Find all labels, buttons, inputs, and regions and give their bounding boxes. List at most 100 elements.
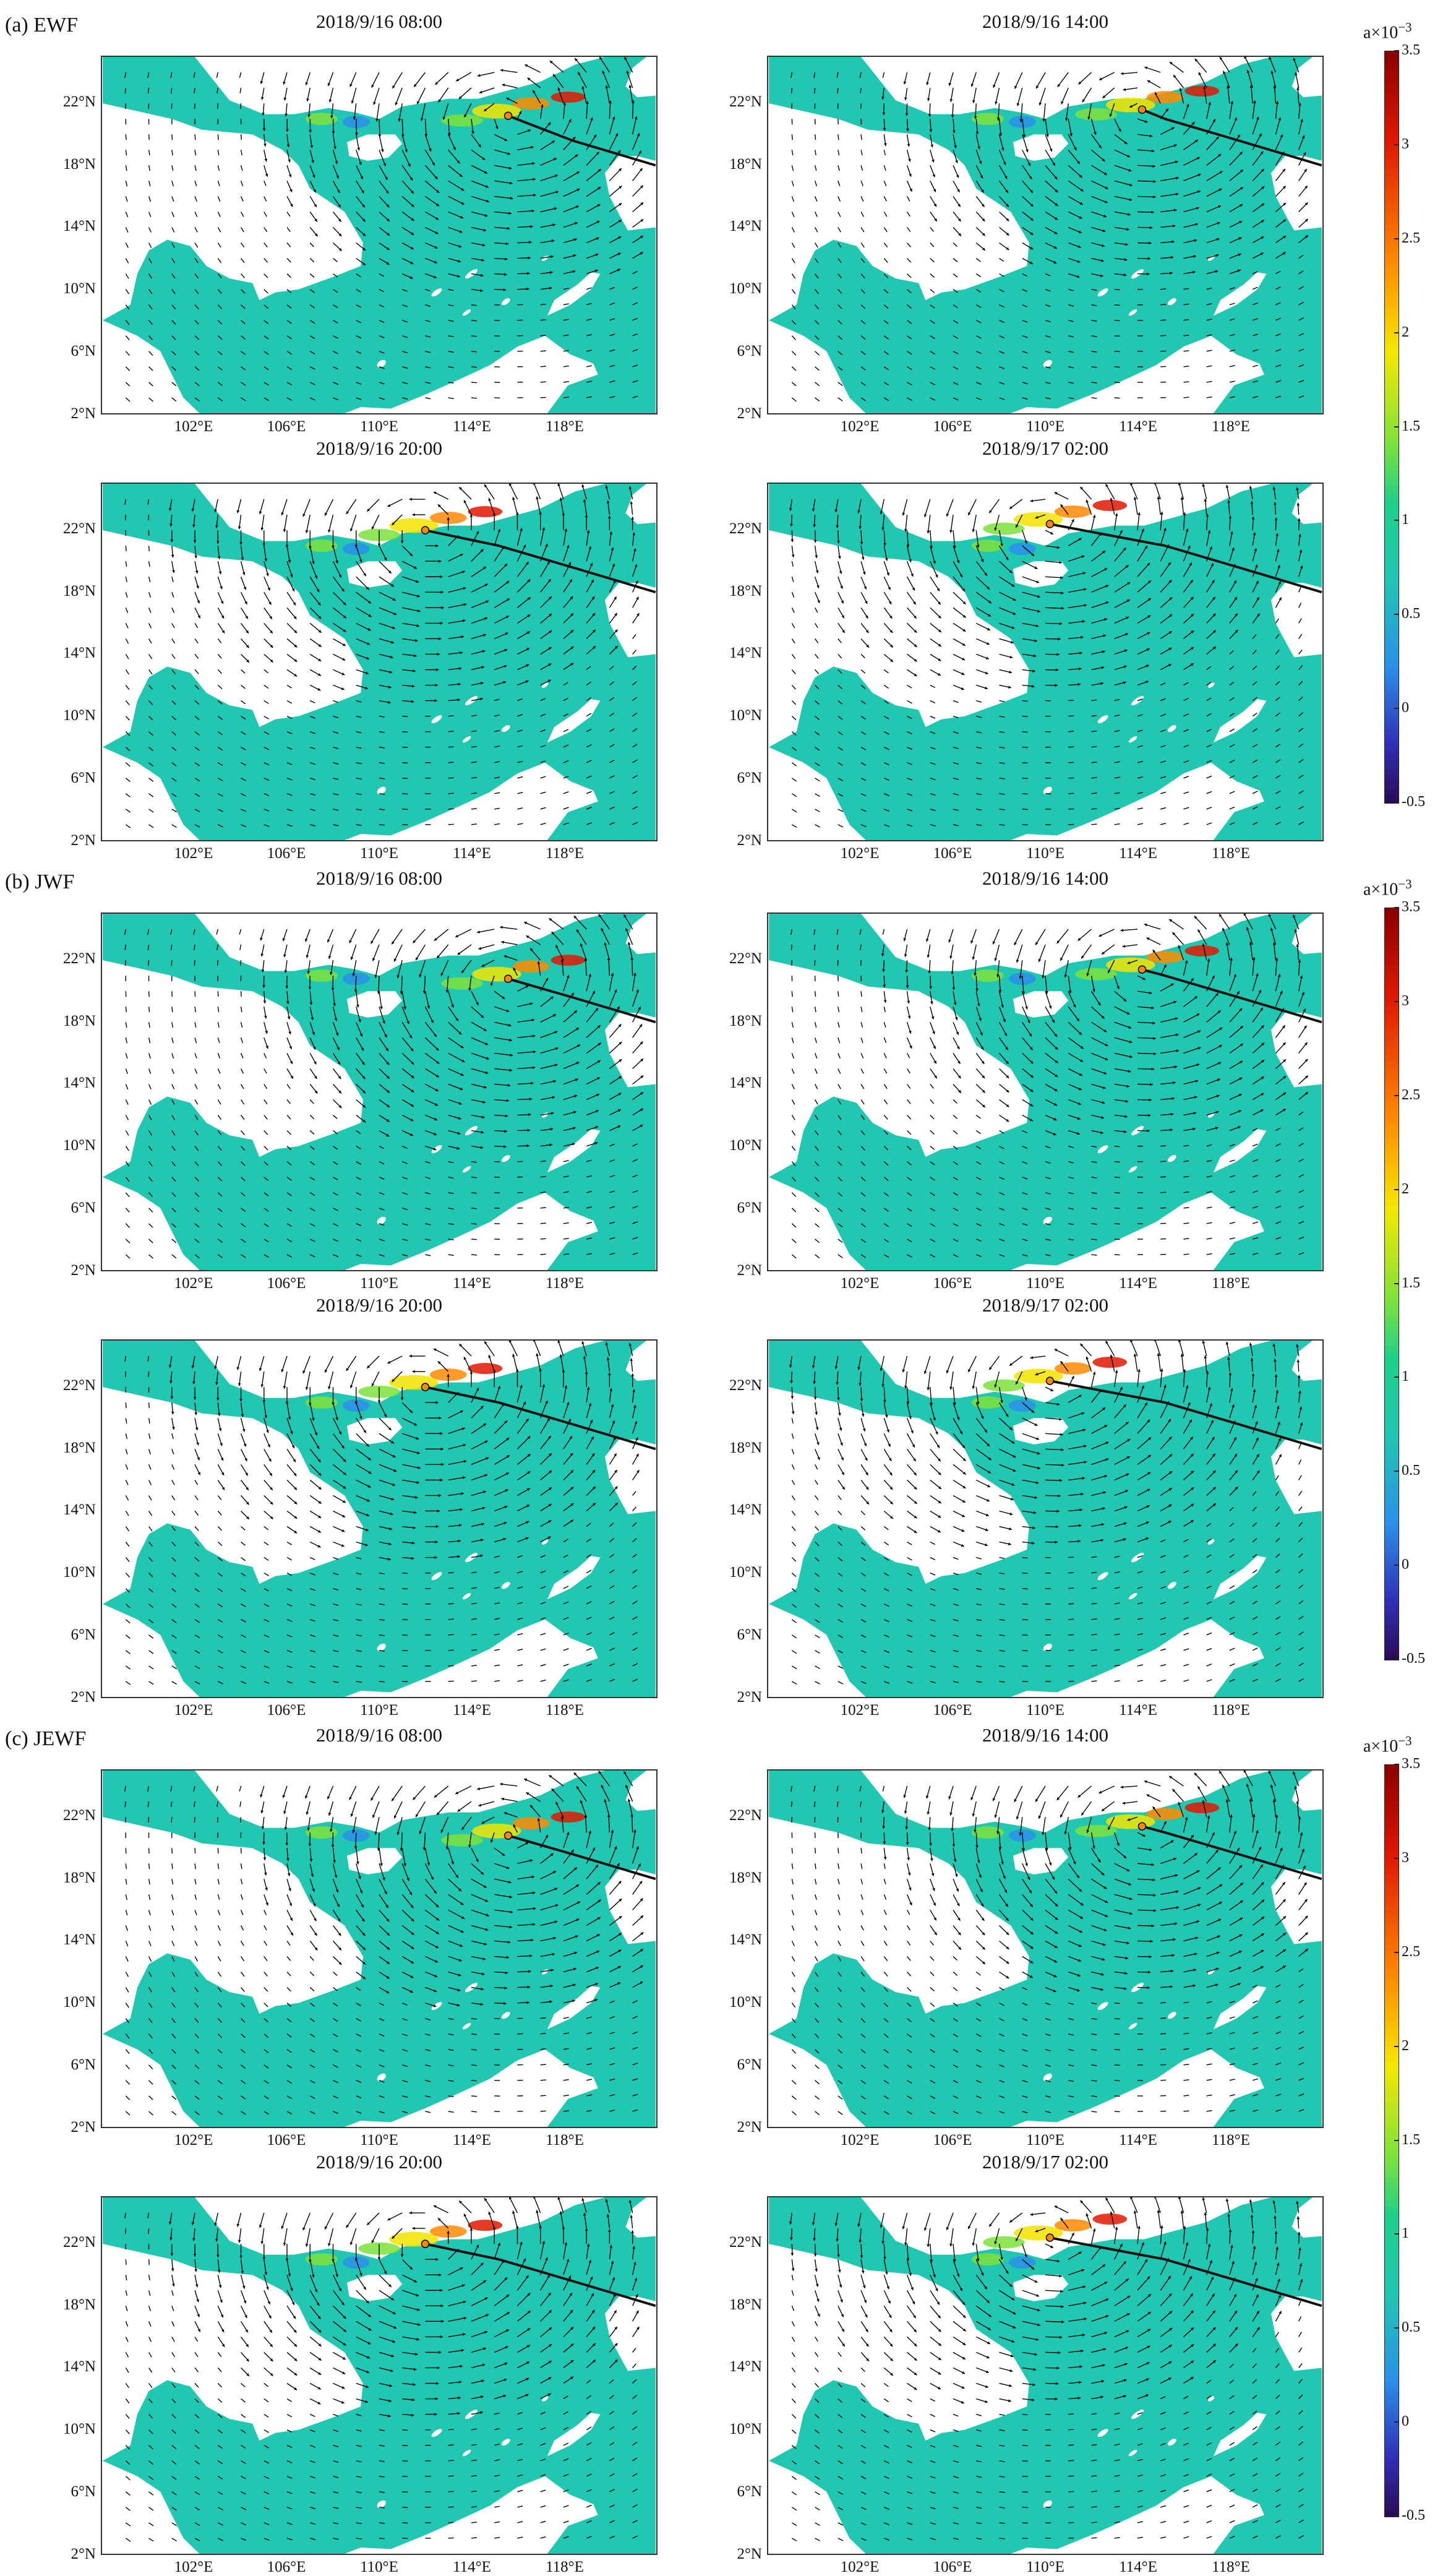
wind-arrow bbox=[194, 960, 195, 966]
typhoon-center-marker bbox=[1046, 520, 1053, 528]
intensity-hotspot bbox=[441, 114, 483, 127]
wind-arrow bbox=[402, 747, 408, 748]
longitude-tick-label: 118°E bbox=[534, 845, 596, 862]
wind-arrow bbox=[1022, 809, 1028, 810]
wind-arrow bbox=[402, 778, 408, 779]
latitude-tick-label: 14°N bbox=[713, 218, 762, 235]
latitude-tick-label: 2°N bbox=[46, 1262, 96, 1279]
colorbar-tick-mark bbox=[1394, 802, 1399, 803]
longitude-tick-label: 118°E bbox=[534, 418, 596, 436]
map-canvas bbox=[102, 914, 656, 1270]
longitude-tick-label: 102°E bbox=[163, 845, 225, 862]
longitude-tick-label: 106°E bbox=[255, 418, 317, 436]
wind-arrow bbox=[1183, 1254, 1189, 1255]
longitude-tick-label: 118°E bbox=[1200, 1275, 1262, 1292]
intensity-hotspot bbox=[551, 92, 586, 103]
wind-arrow bbox=[471, 382, 477, 383]
intensity-hotspot bbox=[1147, 951, 1184, 963]
intensity-hotspot bbox=[1184, 945, 1219, 956]
wind-arrow bbox=[837, 88, 838, 93]
wind-arrow bbox=[171, 960, 172, 966]
latitude-tick-label: 6°N bbox=[713, 343, 762, 360]
wind-arrow bbox=[471, 336, 477, 337]
map-canvas bbox=[768, 484, 1322, 840]
map-canvas bbox=[102, 484, 656, 840]
latitude-tick-label: 6°N bbox=[713, 770, 762, 787]
longitude-tick-label: 114°E bbox=[441, 1275, 503, 1292]
wind-arrow bbox=[1091, 793, 1097, 794]
wind-arrow bbox=[1068, 731, 1074, 732]
latitude-tick-label: 22°N bbox=[713, 950, 762, 968]
wind-arrow bbox=[1068, 700, 1074, 701]
wind-arrow bbox=[1183, 366, 1189, 367]
longitude-tick-label: 114°E bbox=[1107, 845, 1169, 862]
wind-arrow bbox=[241, 134, 242, 140]
wind-arrow bbox=[1022, 778, 1028, 779]
latitude-tick-label: 14°N bbox=[713, 1075, 762, 1092]
colorbar-tick-mark bbox=[1394, 144, 1399, 145]
latitude-tick-label: 14°N bbox=[46, 1075, 96, 1092]
map-panel bbox=[767, 912, 1324, 1271]
wind-arrow bbox=[860, 88, 861, 93]
wind-arrow bbox=[471, 351, 477, 352]
wind-arrow bbox=[471, 793, 477, 794]
latitude-tick-label: 22°N bbox=[713, 520, 762, 538]
intensity-hotspot bbox=[1009, 543, 1036, 555]
longitude-tick-label: 114°E bbox=[1107, 418, 1169, 436]
wind-arrow bbox=[148, 88, 149, 93]
wind-arrow bbox=[148, 960, 149, 966]
wind-arrow bbox=[541, 1192, 546, 1193]
wind-arrow bbox=[149, 134, 150, 140]
latitude-tick-label: 6°N bbox=[713, 1200, 762, 1217]
latitude-tick-label: 2°N bbox=[713, 832, 762, 849]
wind-arrow bbox=[1160, 1161, 1166, 1162]
longitude-tick-label: 118°E bbox=[534, 1275, 596, 1292]
latitude-tick-label: 2°N bbox=[713, 1262, 762, 1279]
latitude-tick-label: 10°N bbox=[46, 1137, 96, 1154]
intensity-hotspot bbox=[513, 960, 550, 972]
map-panel-title: 2018/9/17 02:00 bbox=[767, 437, 1324, 460]
wind-arrow bbox=[1183, 1223, 1189, 1224]
longitude-tick-label: 110°E bbox=[1014, 1275, 1076, 1292]
colorbar-tick-label: -0.5 bbox=[1402, 794, 1425, 810]
wind-arrow bbox=[448, 731, 454, 732]
map-canvas bbox=[102, 57, 656, 413]
latitude-tick-label: 14°N bbox=[46, 218, 96, 235]
colorbar-tick-label: 1.5 bbox=[1402, 418, 1420, 435]
longitude-tick-label: 114°E bbox=[441, 418, 503, 436]
longitude-tick-label: 106°E bbox=[255, 845, 317, 862]
intensity-hotspot bbox=[1106, 98, 1155, 113]
intensity-hotspot bbox=[468, 506, 503, 517]
intensity-hotspot bbox=[983, 523, 1025, 535]
wind-arrow bbox=[379, 809, 385, 810]
map-panel-title: 2018/9/16 08:00 bbox=[101, 867, 658, 890]
longitude-tick-label: 110°E bbox=[1014, 845, 1076, 862]
colorbar-tick-label: 3.5 bbox=[1402, 42, 1420, 59]
map-panel-title: 2018/9/16 20:00 bbox=[101, 1294, 658, 1316]
latitude-tick-label: 18°N bbox=[46, 156, 96, 173]
wind-arrow bbox=[402, 716, 408, 717]
wind-arrow bbox=[1183, 397, 1189, 398]
longitude-tick-label: 102°E bbox=[829, 845, 891, 862]
colorbar-unit-exponent: −3 bbox=[1398, 20, 1411, 35]
wind-arrow bbox=[1115, 1239, 1120, 1240]
wind-arrow bbox=[1160, 289, 1166, 290]
group-label: (b) JWF bbox=[5, 870, 74, 894]
latitude-tick-label: 10°N bbox=[713, 280, 762, 298]
longitude-tick-label: 110°E bbox=[348, 418, 410, 436]
map-panel-title: 2018/9/16 14:00 bbox=[767, 11, 1324, 33]
latitude-tick-label: 2°N bbox=[46, 405, 96, 423]
wind-arrow bbox=[471, 1239, 477, 1240]
latitude-tick-label: 18°N bbox=[713, 156, 762, 173]
intensity-hotspot bbox=[1184, 85, 1219, 97]
wind-arrow bbox=[1000, 809, 1005, 810]
wind-arrow bbox=[149, 1007, 150, 1012]
colorbar-tick-mark bbox=[1394, 520, 1399, 521]
colorbar-tick-mark bbox=[1394, 426, 1399, 427]
colorbar-tick-label: 0.5 bbox=[1402, 606, 1420, 622]
colorbar-tick-label: 3 bbox=[1402, 136, 1409, 153]
longitude-tick-label: 102°E bbox=[163, 1275, 225, 1292]
intensity-hotspot bbox=[551, 955, 586, 966]
intensity-hotspot bbox=[1055, 505, 1092, 518]
latitude-tick-label: 18°N bbox=[46, 583, 96, 600]
